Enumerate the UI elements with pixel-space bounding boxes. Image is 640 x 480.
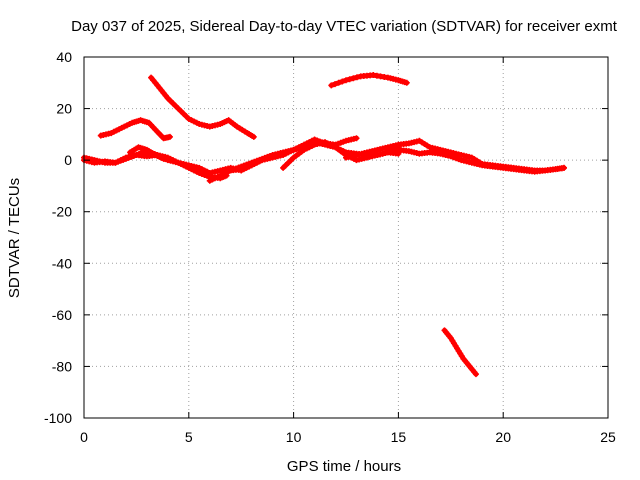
plot-frame	[83, 56, 609, 419]
data-point	[346, 76, 353, 83]
data-point	[354, 74, 361, 81]
data-point	[353, 135, 360, 142]
data-point	[403, 79, 410, 86]
grid-lines	[84, 57, 608, 418]
y-axis-label: SDTVAR / TECUs	[6, 178, 23, 298]
data-point	[331, 81, 338, 88]
y-tick-label: 20	[56, 101, 72, 117]
data-point	[560, 164, 567, 171]
data-series-arc-11	[384, 146, 567, 175]
x-tick-label: 0	[80, 429, 88, 445]
data-series-arc-12	[441, 327, 479, 378]
x-tick-label: 25	[600, 429, 616, 445]
x-tick-label: 10	[286, 429, 302, 445]
data-point	[472, 371, 479, 378]
y-tick-label: 40	[56, 49, 72, 65]
chart-title: Day 037 of 2025, Sidereal Day-to-day VTE…	[71, 18, 618, 35]
data-series-arc-2	[97, 117, 173, 142]
y-tick-label: -40	[52, 255, 72, 271]
data-series-arc-3	[328, 72, 410, 89]
data-series-arc-1	[148, 74, 257, 140]
y-tick-label: -60	[52, 307, 72, 323]
data-point	[339, 78, 346, 85]
data-point	[328, 82, 335, 89]
x-tick-label: 5	[185, 429, 193, 445]
data-point	[350, 75, 357, 82]
x-axis-label: GPS time / hours	[287, 458, 401, 475]
data-series-arc-6	[127, 144, 176, 164]
data-point	[166, 133, 173, 140]
tick-labels: 0 5 10 15 20 25 -100 -80 -60 -40 -20 0 20 40	[44, 49, 616, 445]
x-tick-label: 20	[495, 429, 511, 445]
data-point	[343, 77, 349, 84]
data-point	[250, 133, 257, 140]
data-point	[335, 79, 342, 86]
y-tick-label: -100	[44, 410, 72, 426]
y-tick-label: 0	[64, 152, 72, 168]
data-series	[81, 72, 567, 378]
x-tick-label: 15	[391, 429, 407, 445]
axis-ticks	[83, 56, 609, 419]
y-tick-label: -80	[52, 358, 72, 374]
data-point	[169, 157, 176, 164]
y-tick-label: -20	[52, 204, 72, 220]
